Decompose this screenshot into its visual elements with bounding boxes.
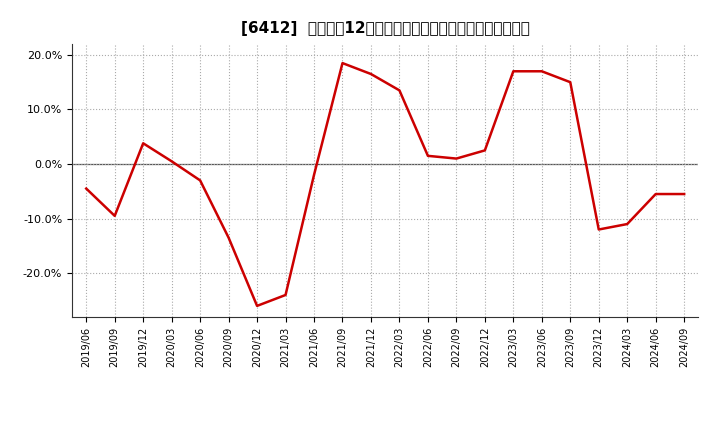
Title: [6412]  売上高の12か月移動合計の対前年同期増減率の推移: [6412] 売上高の12か月移動合計の対前年同期増減率の推移 [240,21,530,36]
